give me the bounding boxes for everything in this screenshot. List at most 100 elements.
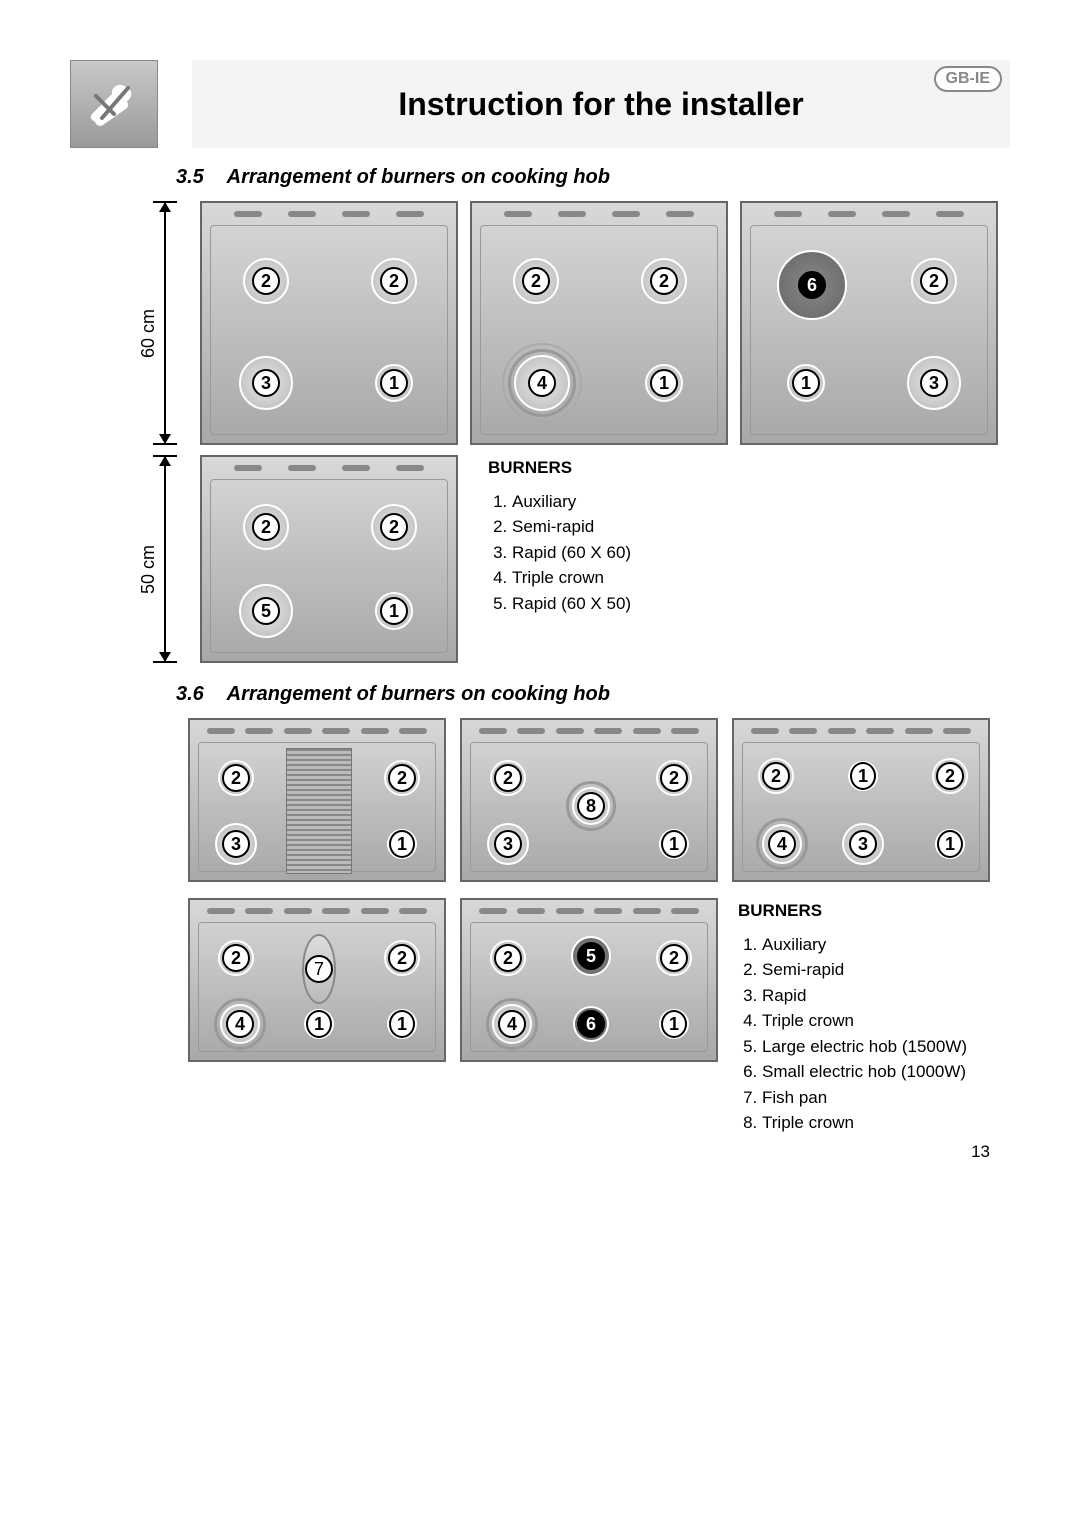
installer-icon: [70, 60, 158, 148]
knob: [612, 211, 640, 217]
burner-legend: BURNERSAuxiliarySemi-rapidRapidTriple cr…: [738, 898, 967, 1136]
knob: [207, 728, 235, 734]
burner-number: 2: [494, 944, 522, 972]
legend-item: Rapid (60 X 60): [512, 540, 631, 566]
knob: [936, 211, 964, 217]
legend-item: Large electric hob (1500W): [762, 1034, 967, 1060]
burner-5: 5: [239, 584, 293, 638]
burner-number: 2: [388, 764, 416, 792]
burner-number: 6: [798, 271, 826, 299]
knob: [234, 211, 262, 217]
burner-2: 2: [513, 258, 559, 304]
hob-diagram: 2 2 3 1: [188, 718, 446, 882]
legend-item: Auxiliary: [762, 932, 967, 958]
burner-number: 2: [252, 267, 280, 295]
burner-3: 3: [487, 823, 529, 865]
section-number: 3.6: [176, 683, 204, 705]
burner-2: 2: [932, 758, 968, 794]
burner-3: 3: [907, 356, 961, 410]
knob: [633, 728, 661, 734]
burner-number: 2: [494, 764, 522, 792]
burner-number: 2: [522, 267, 550, 295]
hob-grid-row1: 223122831212431: [188, 718, 1010, 882]
legend-item: Triple crown: [512, 565, 631, 591]
knob: [666, 211, 694, 217]
burner-8: 8: [572, 787, 610, 825]
burner-1: 1: [387, 829, 417, 859]
burner-1: 1: [787, 364, 825, 402]
burner-2: 2: [911, 258, 957, 304]
burner-number: 1: [850, 762, 876, 790]
burner-number: 4: [226, 1010, 254, 1038]
burner-number: 1: [380, 597, 408, 625]
header: Instruction for the installer GB-IE: [70, 60, 1010, 148]
burner-number: 1: [650, 369, 678, 397]
hob-diagram: 2251: [200, 455, 458, 663]
burner-number: 4: [498, 1010, 526, 1038]
burner-number: 1: [380, 369, 408, 397]
legend-item: Semi-rapid: [762, 957, 967, 983]
knob: [671, 908, 699, 914]
hob-diagram: 22831: [460, 718, 718, 882]
burner-number: 2: [660, 944, 688, 972]
burner-2: 2: [243, 258, 289, 304]
section-heading: Arrangement of burners on cooking hob: [227, 166, 610, 188]
legend-item: Small electric hob (1000W): [762, 1059, 967, 1085]
knob: [943, 728, 971, 734]
knob-strip: [734, 728, 988, 736]
knob: [342, 211, 370, 217]
burner-legend: BURNERSAuxiliarySemi-rapidRapid (60 X 60…: [488, 455, 631, 616]
burner-number: 5: [577, 942, 605, 970]
knob: [479, 728, 507, 734]
burner-number: 1: [937, 830, 963, 858]
legend-item: Rapid (60 X 50): [512, 591, 631, 617]
hob-diagram: 722411: [188, 898, 446, 1062]
knob: [633, 908, 661, 914]
knob: [234, 465, 262, 471]
knob: [866, 728, 894, 734]
burner-number: 2: [762, 762, 790, 790]
knob: [245, 908, 273, 914]
knob: [322, 908, 350, 914]
burner-number: 1: [661, 830, 687, 858]
burner-2: 2: [218, 760, 254, 796]
burner-1: 1: [375, 364, 413, 402]
burner-6: 6: [573, 1006, 609, 1042]
burner-2: 2: [384, 760, 420, 796]
burner-number: 7: [305, 955, 333, 983]
burner-3: 3: [215, 823, 257, 865]
burner-1: 1: [935, 829, 965, 859]
hob-diagram: 212431: [732, 718, 990, 882]
knob: [284, 908, 312, 914]
burner-number: 2: [920, 267, 948, 295]
knob: [399, 728, 427, 734]
section-heading: Arrangement of burners on cooking hob: [227, 683, 610, 705]
knob: [342, 465, 370, 471]
knob: [284, 728, 312, 734]
legend-list: AuxiliarySemi-rapidRapid (60 X 60)Triple…: [488, 489, 631, 617]
legend-item: Auxiliary: [512, 489, 631, 515]
title-bar: Instruction for the installer GB-IE: [192, 60, 1010, 148]
burner-number: 2: [380, 513, 408, 541]
burner-2: 2: [490, 760, 526, 796]
burner-number: 8: [577, 792, 605, 820]
knob: [479, 908, 507, 914]
hob-row-50cm: 50 cm2251BURNERSAuxiliarySemi-rapidRapid…: [142, 455, 1010, 663]
knob: [789, 728, 817, 734]
legend-list: AuxiliarySemi-rapidRapidTriple crownLarg…: [738, 932, 967, 1136]
knob: [828, 211, 856, 217]
knob: [905, 728, 933, 734]
legend-item: Triple crown: [762, 1008, 967, 1034]
burner-2: 2: [490, 940, 526, 976]
burner-1: 1: [659, 829, 689, 859]
burner-number: 6: [577, 1010, 605, 1038]
page-title: Instruction for the installer: [398, 86, 803, 123]
knob-strip: [202, 465, 456, 473]
knob: [361, 908, 389, 914]
knob: [556, 728, 584, 734]
hob-inner-frame: [210, 225, 448, 435]
burner-number: 2: [936, 762, 964, 790]
knob-strip: [190, 728, 444, 736]
knob: [396, 465, 424, 471]
knob: [322, 728, 350, 734]
